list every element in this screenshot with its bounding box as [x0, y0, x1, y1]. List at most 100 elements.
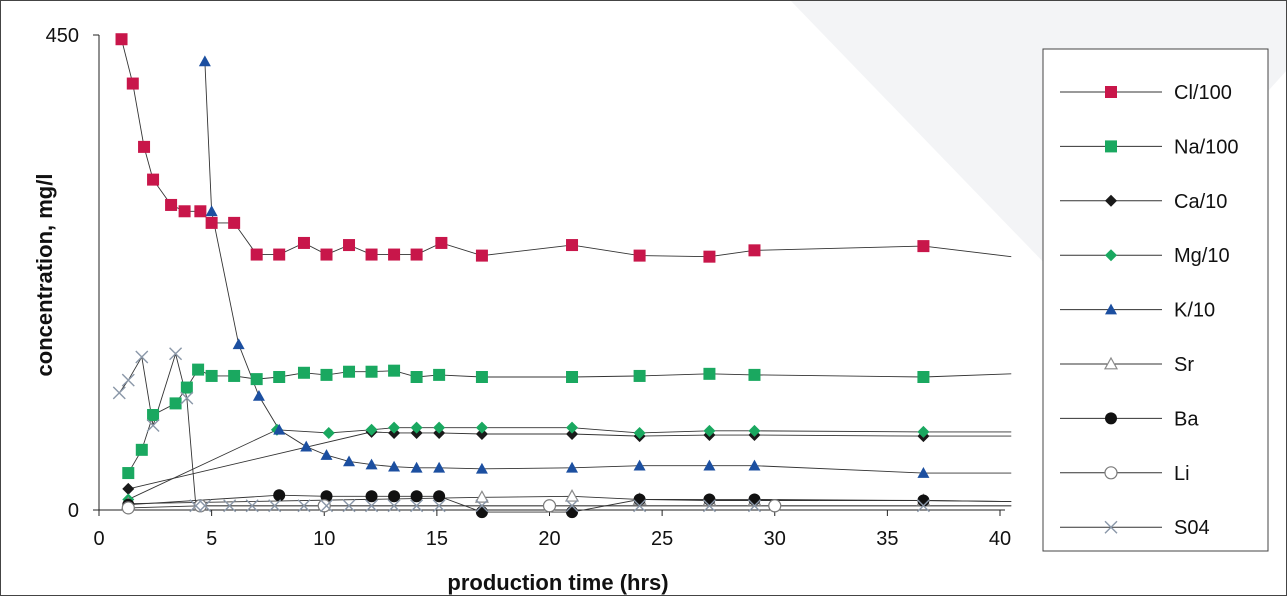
legend-marker-ca-10 [1105, 194, 1117, 207]
data-point-cl-100 [115, 33, 128, 46]
data-point-ca-10 [122, 482, 135, 495]
data-point-s04 [297, 499, 311, 513]
data-point-cl-100 [165, 198, 178, 211]
data-point-mg-10 [748, 424, 761, 437]
data-point-ba [633, 493, 646, 506]
data-point-mg-10 [633, 426, 646, 439]
x-tick-label: 10 [313, 528, 335, 550]
data-point-s04 [633, 499, 647, 513]
data-point-na-100 [475, 371, 488, 383]
data-point-ba [410, 490, 423, 503]
data-point-na-100 [433, 368, 446, 381]
data-point-na-100 [388, 364, 401, 377]
data-point-na-100 [180, 381, 193, 394]
data-point-ba [273, 489, 286, 502]
x-tick-label: 25 [651, 528, 673, 550]
data-point-mg-10 [410, 421, 423, 434]
data-point-mg-10 [703, 424, 716, 437]
data-point-cl-100 [388, 248, 401, 261]
data-point-na-100 [566, 371, 579, 383]
data-point-cl-100 [475, 249, 488, 262]
legend-box [1042, 48, 1269, 552]
data-point-na-100 [320, 368, 333, 381]
data-point-k-10 [343, 455, 356, 467]
legend-label-mg-10: Mg/10 [1174, 245, 1230, 267]
data-point-ba [917, 494, 930, 507]
data-point-s04 [146, 419, 160, 433]
data-point-na-100 [250, 373, 263, 386]
data-point-cl-100 [365, 248, 378, 261]
data-point-cl-100 [273, 248, 286, 261]
data-point-na-100 [205, 369, 218, 382]
series-line-ba [128, 494, 1012, 513]
data-point-k-10 [388, 460, 401, 472]
legend: Cl/100 Na/100 Ca/10 Mg/10 K/10 Sr Ba Li S04 [1042, 48, 1269, 552]
data-point-li [542, 499, 557, 513]
data-point-k-10 [300, 440, 313, 452]
data-point-ba [748, 493, 761, 506]
data-point-cl-100 [228, 216, 241, 229]
data-point-li [193, 499, 207, 513]
data-point-na-100 [147, 409, 160, 421]
data-point-s04 [565, 499, 579, 513]
data-point-sr [474, 490, 489, 503]
legend-marker-li [1104, 466, 1118, 480]
data-point-cl-100 [178, 205, 191, 218]
legend-label-li: Li [1174, 463, 1190, 485]
legend-label-ca-10: Ca/10 [1174, 191, 1227, 213]
x-tick-label: 0 [93, 528, 104, 550]
data-point-mg-10 [475, 421, 488, 434]
y-axis-label: concentration, mg/l [32, 174, 57, 377]
legend-label-k-10: K/10 [1174, 300, 1215, 322]
data-point-k-10 [232, 338, 245, 350]
data-point-sr [565, 489, 580, 502]
data-point-k-10 [748, 459, 761, 471]
data-point-k-10 [566, 461, 579, 473]
data-point-li [768, 499, 782, 513]
data-point-ba [703, 493, 716, 506]
series-line-mg-10 [128, 427, 1012, 500]
data-point-k-10 [433, 461, 446, 473]
data-point-na-100 [297, 366, 310, 379]
data-point-k-10 [633, 459, 646, 471]
data-point-k-10 [273, 423, 286, 435]
data-point-s04 [245, 499, 259, 513]
data-point-ca-10 [566, 428, 579, 440]
legend-marker-mg-10 [1105, 249, 1117, 262]
data-point-na-100 [365, 365, 378, 378]
legend-label-ba: Ba [1174, 408, 1199, 430]
data-point-k-10 [320, 449, 333, 460]
data-point-cl-100 [320, 248, 333, 261]
data-point-ca-10 [475, 428, 488, 440]
data-point-na-100 [273, 371, 286, 383]
data-point-mg-10 [322, 426, 335, 439]
data-point-ba [475, 506, 488, 519]
data-point-cl-100 [250, 248, 263, 261]
data-point-li [121, 501, 135, 515]
data-point-s04 [135, 350, 149, 364]
data-point-s04 [268, 499, 282, 513]
data-point-cl-100 [297, 236, 310, 249]
legend-marker-ba [1105, 412, 1117, 425]
legend-label-sr: Sr [1174, 354, 1194, 376]
x-tick-label: 35 [876, 528, 898, 550]
data-point-s04 [198, 499, 212, 513]
legend-label-s04: S04 [1174, 517, 1210, 539]
data-point-cl-100 [194, 205, 207, 218]
data-point-na-100 [122, 467, 135, 480]
x-axis-label: production time (hrs) [447, 570, 668, 595]
data-point-mg-10 [917, 425, 930, 438]
data-point-cl-100 [633, 249, 646, 262]
data-point-cl-100 [410, 248, 423, 261]
data-point-mg-10 [388, 421, 401, 434]
data-point-s04 [702, 499, 716, 513]
data-point-s04 [189, 499, 203, 513]
x-tick-label: 15 [426, 528, 448, 550]
data-point-s04 [121, 373, 135, 387]
data-point-cl-100 [748, 244, 761, 257]
data-point-cl-100 [917, 240, 930, 253]
y-tick-label: 450 [46, 25, 79, 47]
x-tick-label: 20 [538, 528, 560, 550]
data-point-cl-100 [703, 250, 716, 263]
